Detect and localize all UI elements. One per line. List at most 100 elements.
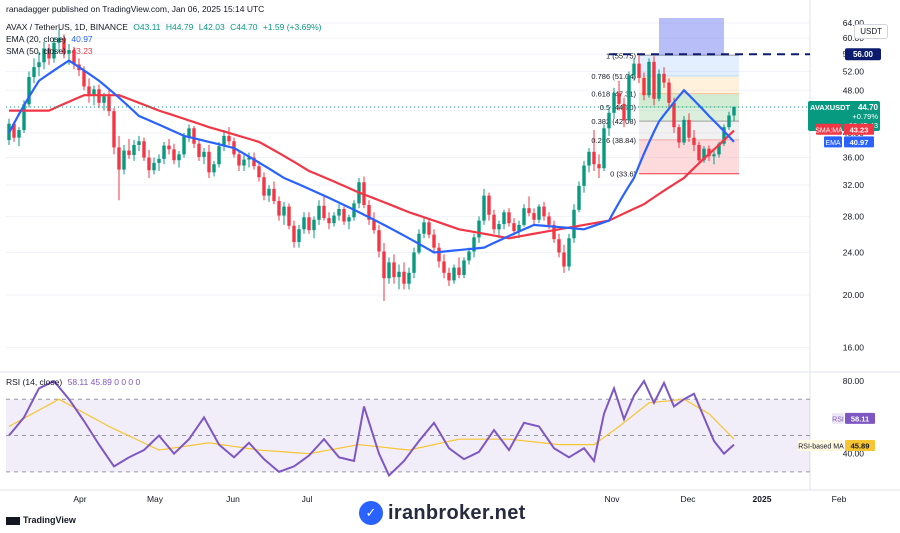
candle-body: [472, 237, 476, 252]
candle-body: [292, 225, 296, 242]
candle-body: [722, 127, 726, 144]
candle-body: [497, 224, 501, 230]
candle-body: [622, 103, 626, 121]
currency-button[interactable]: USDT: [854, 24, 888, 39]
candle-body: [72, 50, 76, 65]
rsi-name-box: [832, 412, 844, 424]
candle-body: [422, 222, 426, 234]
candle-body: [137, 141, 141, 145]
candle-body: [387, 262, 391, 279]
close-value: C44.70: [230, 22, 258, 32]
tradingview-logo[interactable]: TradingView: [6, 515, 76, 525]
fib-label-1: 1 (55.75): [606, 51, 637, 60]
rsi-legend-label: RSI (14, close): [6, 377, 63, 387]
price-tick-24: 24.00: [843, 247, 865, 257]
sma-legend[interactable]: SMA (50, close) 43.23: [6, 46, 93, 57]
candle-body: [42, 48, 46, 63]
candle-body: [347, 217, 351, 222]
candle-body: [672, 102, 676, 128]
candle-body: [652, 61, 656, 99]
ema20-line: [8, 59, 735, 254]
price-tick-48: 48.00: [843, 85, 865, 95]
candle-body: [322, 205, 326, 219]
candle-body: [142, 141, 146, 158]
last-price-text: 44.70: [858, 103, 879, 112]
fib-zone-0: [639, 139, 739, 174]
time-tick-Apr: Apr: [73, 494, 86, 504]
price-tick-16: 16.00: [843, 342, 865, 352]
price-tick-28: 28.00: [843, 211, 865, 221]
candle-body: [127, 150, 131, 156]
candle-body: [17, 130, 21, 138]
fib-label-0.236: 0.236 (38.84): [591, 136, 636, 145]
rsi-tick-80: 80.00: [843, 376, 865, 386]
candle-body: [587, 151, 591, 166]
candle-body: [617, 92, 621, 104]
candle-body: [557, 239, 561, 253]
candle-body: [242, 159, 246, 166]
candle-body: [527, 208, 531, 214]
time-tick-May: May: [147, 494, 164, 504]
candle-body: [447, 272, 451, 281]
candle-body: [647, 61, 651, 96]
candle-body: [377, 230, 381, 252]
candle-body: [222, 135, 226, 147]
candle-body: [122, 150, 126, 170]
candle-body: [82, 70, 86, 87]
candle-body: [442, 261, 446, 273]
rsi-legend[interactable]: RSI (14, close) 58.11 45.89 0 0 0 0: [6, 377, 140, 388]
rsi-ma-name-box: [798, 439, 844, 451]
candle-body: [642, 77, 646, 96]
open-value: O43.11: [133, 22, 161, 32]
candle-body: [517, 224, 521, 232]
candle-body: [62, 38, 66, 54]
symbol-title: AVAX / TetherUS, 1D, BINANCE: [6, 22, 128, 32]
price-labels: 56.00AVAXUSDT44.70+0.79%08:45:43SMA:MA43…: [798, 48, 881, 451]
ema-value-text: 40.97: [850, 138, 869, 147]
candle-body: [257, 166, 261, 178]
candle-body: [32, 67, 36, 78]
candle-body: [172, 149, 176, 161]
price-tick-20: 20.00: [843, 290, 865, 300]
candle-body: [602, 128, 606, 169]
symbol-ohlc-line: AVAX / TetherUS, 1D, BINANCE O43.11 H44.…: [6, 22, 321, 33]
candle-body: [532, 213, 536, 220]
candle-body: [342, 208, 346, 222]
last-price-box: [808, 100, 880, 131]
ema-legend[interactable]: EMA (20, close) 40.97: [6, 34, 93, 45]
candle-body: [112, 111, 116, 148]
candle-body: [307, 217, 311, 231]
candle-body: [302, 217, 306, 230]
candle-body: [662, 73, 666, 83]
candle-body: [367, 204, 371, 220]
candle-body: [482, 195, 486, 221]
candle-body: [547, 216, 551, 225]
candle-body: [702, 148, 706, 161]
candle-body: [457, 267, 461, 275]
rsi-ma-value-text: 45.89: [851, 441, 870, 450]
candle-body: [107, 96, 111, 112]
candle-body: [337, 208, 341, 216]
ema-legend-value: 40.97: [71, 34, 93, 44]
sma-name-text: SMA:MA: [815, 127, 843, 134]
candle-body: [252, 157, 256, 167]
fib-label-0.382: 0.382 (42.08): [591, 117, 636, 126]
watermark-icon: ✓: [359, 501, 383, 525]
candle-body: [87, 86, 91, 96]
fib-label-0: 0 (33.6): [610, 170, 636, 179]
candle-body: [382, 251, 386, 279]
time-tick-Jun: Jun: [226, 494, 240, 504]
candle-body: [177, 154, 181, 161]
candle-body: [427, 222, 431, 235]
candle-body: [217, 146, 221, 165]
candle-body: [187, 128, 191, 137]
resistance-tag-box: [845, 48, 881, 61]
price-axis: 16.0020.0024.0028.0032.0036.0040.0044.00…: [843, 18, 865, 459]
candle-body: [717, 143, 721, 155]
fibonacci-retracement[interactable]: 0 (33.6)0.236 (38.84)0.382 (42.08)0.5 (4…: [591, 18, 810, 179]
candle-body: [227, 135, 231, 142]
rsi-ma-name-text: RSI-based MA: [798, 443, 844, 450]
sma-name-box: [816, 123, 842, 135]
candle-body: [437, 247, 441, 262]
